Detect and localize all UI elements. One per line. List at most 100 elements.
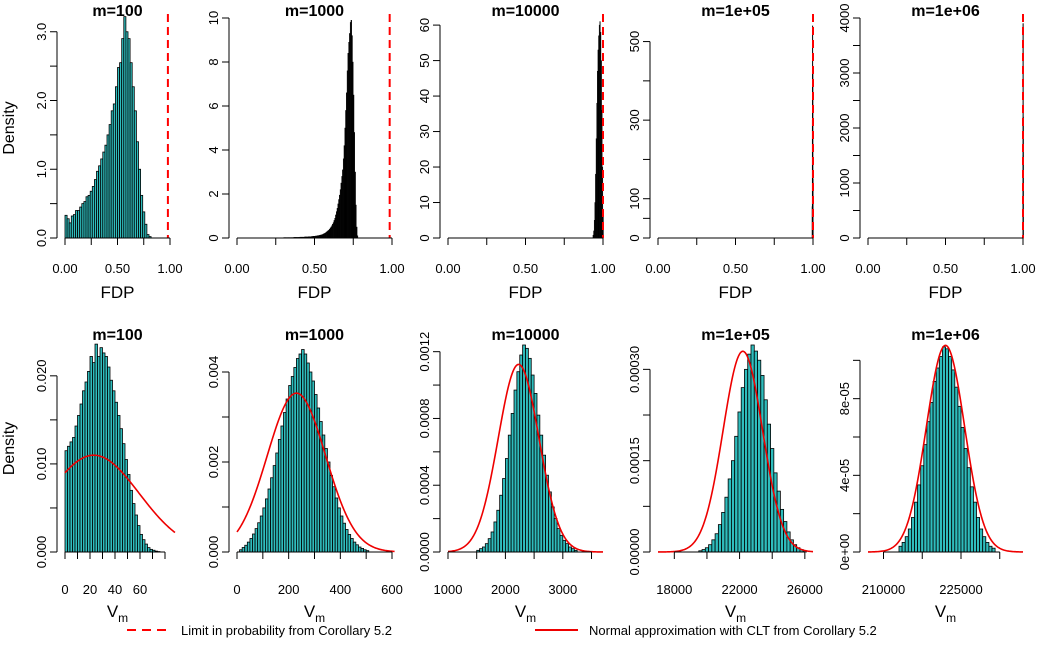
bar [708, 544, 713, 553]
bar [482, 546, 486, 553]
x-tick-label: 0.50 [933, 261, 958, 276]
bar [714, 533, 719, 553]
x-axis: 18000 22000 26000 [656, 551, 823, 597]
x-tick-label: 0.50 [723, 261, 748, 276]
panels: 0.00 0.50 1.000.01.02.03.0m=100FDPDensity0… [1, 3, 1036, 625]
x-axis: 0.00 0.50 1.00 [224, 237, 405, 276]
y-tick-label: 3.0 [34, 23, 49, 41]
x-axis-label: FDP [929, 283, 963, 302]
y-tick-label: 6 [206, 102, 221, 109]
y-tick-label: 0 [627, 234, 642, 241]
x-tick-label: 0.00 [435, 261, 460, 276]
bar [770, 448, 775, 553]
x-tick-label: 0 [233, 582, 240, 597]
panel-title: m=1e+06 [911, 327, 980, 344]
x-axis-label-subscript: m [315, 611, 325, 625]
x-axis: 0.00 0.50 1.00 [645, 237, 826, 276]
bar [907, 528, 912, 553]
x-tick-label: 0.00 [645, 261, 670, 276]
x-axis: 0 20 40 60 [61, 551, 166, 597]
bar [505, 458, 509, 553]
panel-title: m=100 [92, 327, 142, 344]
bar [783, 521, 788, 553]
y-tick-label: 2 [206, 190, 221, 197]
normal-curve [867, 344, 1024, 553]
bar [717, 524, 723, 553]
x-tick-label: 1000 [434, 582, 463, 597]
bar [724, 496, 729, 553]
y-tick-label: 0.0 [34, 229, 49, 247]
bar [516, 371, 521, 553]
y-tick-label: 0.004 [206, 356, 221, 389]
panel-vm_m100: 0 20 40 60 0.000 0.010 0.020 m=100 Vm Density [1, 327, 176, 625]
x-axis-label: Vm [725, 602, 746, 625]
y-axis: 0 2 4 6 8 10 [206, 11, 230, 242]
panel-title: m=1e+05 [701, 3, 770, 20]
bar [991, 547, 996, 553]
x-axis-label-main: V [107, 602, 119, 621]
x-tick-label: 3000 [548, 582, 577, 597]
bar [479, 548, 483, 553]
panel-fdp_m1e5: 0.00 0.50 1.00 0 100 300 500 m=1e+05 FDP [627, 3, 826, 302]
y-tick-label: 10 [206, 11, 221, 25]
bar [721, 512, 726, 553]
panel-title: m=10000 [491, 327, 559, 344]
x-axis-label-main: V [935, 602, 947, 621]
bar [484, 543, 489, 553]
x-axis: 0 200 400 600 [233, 551, 403, 597]
panel-fdp_m10000: 0.00 0.50 1.00 0 10 20 30 40 50 60 m=10000 FDP [417, 3, 616, 302]
x-tick-label: 0.50 [513, 261, 538, 276]
bar [760, 375, 765, 553]
y-axis: 0 10 20 30 40 50 60 [417, 18, 441, 242]
bar [553, 518, 558, 553]
bar [734, 435, 739, 553]
x-axis: 0.00 0.50 1.00 [855, 237, 1036, 276]
x-axis-label-main: V [515, 602, 527, 621]
bar [565, 543, 569, 553]
bar [773, 472, 778, 553]
x-axis-label: FDP [101, 283, 135, 302]
legend: Limit in probability from Corollary 5.2 … [127, 623, 877, 638]
bar [904, 536, 909, 553]
y-tick-label: 0.002 [206, 446, 221, 479]
bar [571, 548, 575, 553]
x-axis-label-subscript: m [736, 611, 746, 625]
y-tick-label: 0.0004 [417, 465, 432, 505]
y-tick-label: 3000 [837, 59, 852, 88]
bar [923, 444, 928, 553]
bar [988, 545, 993, 553]
panel-title: m=10000 [491, 3, 559, 20]
y-tick-label: 0.00000 [627, 529, 642, 576]
bar [982, 536, 987, 553]
normal-curve [658, 350, 814, 553]
y-axis: 0.000 0.010 0.020 [34, 360, 58, 568]
x-axis-label-main: V [304, 602, 316, 621]
x-axis-label: Vm [107, 602, 128, 625]
x-tick-label: 1.00 [590, 261, 615, 276]
y-tick-label: 0.0012 [417, 332, 432, 372]
bar [942, 346, 946, 553]
x-tick-label: 26000 [787, 582, 823, 597]
y-tick-label: 0e+00 [837, 534, 852, 571]
x-tick-label: 225000 [939, 582, 982, 597]
bar [507, 434, 512, 553]
y-axis: 0.00000 0.00015 0.00030 [627, 346, 651, 576]
panel-vm_m10000: 1000 2000 3000 0.0000 0.0004 0.0008 0.0012 m=10… [417, 327, 603, 625]
x-axis-label-subscript: m [118, 611, 128, 625]
bar [757, 359, 762, 553]
bar [917, 484, 922, 553]
panel-vm_m1e6: 210000 225000 0e+00 4e-05 8e-05 m=1e+06 Vm [837, 327, 1024, 625]
x-tick-label: 60 [133, 582, 147, 597]
bar [966, 467, 971, 553]
x-tick-label: 600 [381, 582, 403, 597]
y-tick-label: 20 [417, 160, 432, 174]
x-tick-label: 22000 [722, 582, 758, 597]
y-tick-label: 40 [417, 89, 432, 103]
bar [963, 448, 968, 553]
legend-limit-label: Limit in probability from Corollary 5.2 [181, 623, 392, 638]
x-axis-label: FDP [719, 283, 753, 302]
y-axis: 0 1000 2000 3000 4000 [837, 4, 861, 242]
y-tick-label: 4 [206, 146, 221, 153]
bar [973, 501, 977, 553]
